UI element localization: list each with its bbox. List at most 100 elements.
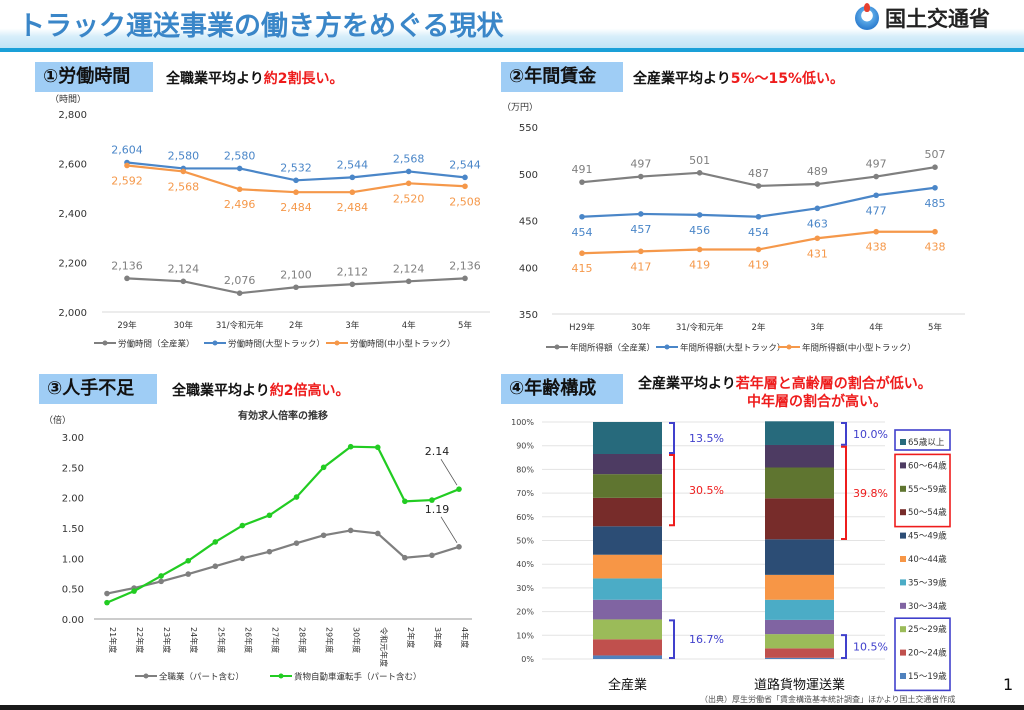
y-tick-label: 70% <box>516 489 534 498</box>
data-point <box>638 173 644 180</box>
data-label: 2,100 <box>280 268 312 281</box>
bracket-label: 10.5% <box>853 641 888 654</box>
annual-income-chart: （万円） 350 400 450 500 550 H29年 30年 31/令和元年 2年 3年 4年 5… <box>502 102 965 354</box>
legend-label: 年間所得額(大型トラック） <box>680 343 785 354</box>
page-number: 1 <box>1003 675 1014 694</box>
data-label: 2,076 <box>224 274 256 287</box>
data-point <box>212 563 219 570</box>
chart-title: 有効求人倍率の推移 <box>238 409 328 422</box>
subtitle-text: 全産業平均より <box>633 71 731 87</box>
legend-label: 20～24歳 <box>908 648 947 659</box>
data-point <box>579 213 585 220</box>
header-band <box>0 0 1024 52</box>
y-tick-label: 2,400 <box>58 209 87 220</box>
legend-label: 労働時間（全産業） <box>118 339 195 350</box>
data-label: 497 <box>866 158 887 171</box>
section-label-annual-income: ②年間賃金 <box>501 62 623 92</box>
bracket-label: 16.7% <box>689 633 724 646</box>
data-point <box>349 174 356 181</box>
data-point <box>104 599 110 606</box>
data-label: 501 <box>689 154 710 167</box>
data-label: 2,136 <box>111 259 143 272</box>
legend-label: 30～34歳 <box>908 601 947 612</box>
source-note: （出典）厚生労働省「賃金構造基本統計調査」ほかより国土交通省作成 <box>700 695 956 704</box>
legend-label: 労働時間(大型トラック） <box>228 339 325 350</box>
data-point <box>405 168 412 175</box>
y-tick-label: 1.50 <box>62 524 84 535</box>
y-tick-label: 60% <box>516 513 534 522</box>
y-tick-label: 2,600 <box>58 160 87 171</box>
data-point <box>814 205 821 212</box>
bar-segment-5 <box>593 554 662 579</box>
data-label: 2,520 <box>393 192 425 205</box>
y-tick-label: 0% <box>521 655 534 664</box>
x-tick-label: 4年 <box>869 322 883 333</box>
y-tick-label: 500 <box>519 170 538 181</box>
mlit-logo-icon <box>855 3 879 30</box>
bar-segment-3 <box>593 599 662 620</box>
data-point <box>236 186 243 193</box>
data-label: 456 <box>689 224 710 237</box>
legend-label: 全職業（パート含む） <box>159 672 244 683</box>
data-label: 491 <box>572 163 593 176</box>
legend-label: 年間所得額(中小型トラック） <box>802 343 916 354</box>
data-label: 438 <box>866 241 887 254</box>
legend-swatch <box>900 532 906 539</box>
data-label: 2,484 <box>337 201 369 214</box>
legend-label: 25～29歳 <box>908 624 947 635</box>
x-tick-label: 30年度 <box>352 627 362 653</box>
bar-segment-6 <box>765 539 834 575</box>
legend-label: 60～64歳 <box>908 460 947 471</box>
y-tick-label: 50% <box>516 537 534 546</box>
data-label: 2,124 <box>168 262 200 275</box>
age-composition-chart: 0% 10% 20% 30% 40% 50% 60% 70% 80% 90% 100% 全産業 道路貨物… <box>511 418 951 693</box>
x-tick-label: 5年 <box>458 320 472 331</box>
legend-label: 年間所得額（全産業） <box>570 343 655 354</box>
data-point <box>239 522 246 529</box>
bar-segment-10 <box>593 422 662 454</box>
bar-segment-0 <box>765 657 834 659</box>
bar-segment-1 <box>765 648 834 658</box>
legend-label: 15～19歳 <box>908 671 947 682</box>
data-point <box>456 486 462 492</box>
data-point <box>932 228 938 235</box>
data-point <box>696 170 703 176</box>
legend-group-box-young <box>894 617 951 692</box>
data-label: 463 <box>807 217 828 230</box>
data-label: 419 <box>689 258 710 271</box>
data-label: 487 <box>748 167 769 180</box>
header-divider <box>0 48 1024 52</box>
bar-segment-2 <box>765 634 834 649</box>
data-label: 2,592 <box>111 174 143 187</box>
series-line-1 <box>106 445 460 604</box>
subtitle-text: 全職業平均より <box>172 383 270 399</box>
data-point <box>347 443 354 450</box>
data-point <box>873 192 879 199</box>
y-tick-label: 2,800 <box>58 110 87 121</box>
x-tick-label: 26年度 <box>243 627 253 653</box>
bar-segment-5 <box>765 574 834 600</box>
y-tick-label: 30% <box>516 584 534 593</box>
x-tick-label: 29年 <box>117 320 137 331</box>
category-label: 道路貨物運送業 <box>754 677 845 693</box>
x-tick-label: 2年度 <box>406 627 416 648</box>
data-point <box>755 183 762 189</box>
ministry-logo: 国土交通省 <box>855 3 990 33</box>
data-point <box>873 228 879 235</box>
y-tick-label: 10% <box>516 631 534 640</box>
data-label: 477 <box>866 204 887 217</box>
bracket <box>841 445 847 541</box>
data-point <box>185 557 192 564</box>
data-point <box>638 248 644 255</box>
subtitle-text: 全産業平均より <box>638 376 736 392</box>
section-subtitle-age-composition: 全産業平均より若年層と高齢層の割合が低い。 <box>638 373 932 393</box>
data-point <box>873 173 879 180</box>
data-label: 2,568 <box>393 152 425 165</box>
data-point <box>212 539 219 545</box>
data-point <box>814 181 821 187</box>
bar-segment-0 <box>593 655 662 659</box>
x-tick-label: 3年度 <box>433 627 443 648</box>
job-opening-ratio-chart: （倍） 有効求人倍率の推移 0.00 0.50 1.00 1.50 2.00 2.50 3.00… <box>44 409 472 683</box>
subtitle-highlight: 若年層と高齢層の割合が低い。 <box>735 376 932 392</box>
data-point <box>932 184 938 191</box>
